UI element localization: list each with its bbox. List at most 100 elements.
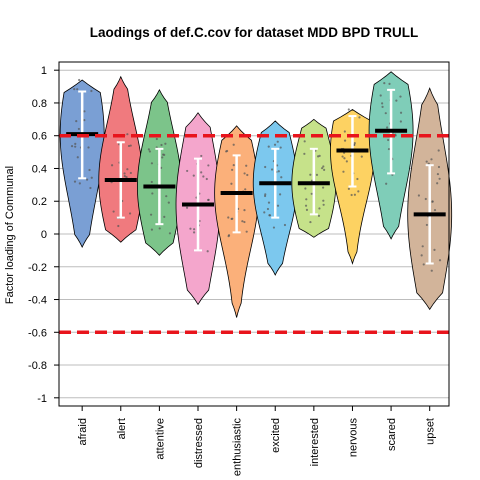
data-point <box>78 182 81 185</box>
data-point <box>263 211 266 214</box>
data-point <box>90 89 93 93</box>
data-point <box>268 214 272 217</box>
data-point <box>383 82 386 85</box>
y-tick-label: -0.8 <box>28 360 47 372</box>
data-point <box>430 269 433 272</box>
data-point <box>264 193 267 196</box>
data-point <box>231 168 234 171</box>
data-point <box>322 186 325 189</box>
threshold-lines <box>59 133 449 335</box>
data-point <box>395 99 398 102</box>
data-point <box>425 160 428 163</box>
data-point <box>388 82 391 85</box>
data-point <box>276 164 279 167</box>
violin-attentive <box>137 88 182 256</box>
data-point <box>436 182 439 185</box>
data-point <box>193 228 196 231</box>
data-point <box>83 110 86 113</box>
data-point <box>117 224 120 228</box>
data-point <box>168 232 172 235</box>
y-axis-label: Factor loading of Communal <box>4 166 16 304</box>
data-point <box>353 141 356 145</box>
x-tick-label: nervous <box>347 418 359 458</box>
y-tick-label: 0.8 <box>32 98 47 110</box>
x-tick-label: scared <box>386 418 398 451</box>
y-tick-label: -0.6 <box>28 327 47 339</box>
data-point <box>277 170 280 173</box>
data-point <box>425 223 428 227</box>
data-point <box>424 197 427 201</box>
data-point <box>164 142 167 145</box>
data-point <box>150 180 153 184</box>
data-point <box>387 147 391 151</box>
data-point <box>85 178 89 181</box>
data-point <box>75 120 78 123</box>
data-point <box>77 127 81 131</box>
data-point <box>227 216 230 219</box>
data-point <box>438 177 441 180</box>
data-point <box>360 155 363 158</box>
data-point <box>189 227 192 230</box>
data-point <box>381 102 384 105</box>
data-point <box>148 150 151 153</box>
data-point <box>150 162 154 165</box>
data-point <box>272 226 276 229</box>
x-tick-label: interested <box>309 418 321 466</box>
data-point <box>303 152 306 155</box>
data-point <box>87 146 90 149</box>
data-point <box>421 245 424 248</box>
violins <box>59 71 453 318</box>
data-point <box>110 164 114 167</box>
data-point <box>266 207 270 211</box>
data-point <box>347 108 350 111</box>
data-point <box>437 149 440 152</box>
data-point <box>125 176 128 179</box>
data-point <box>112 210 115 213</box>
data-point <box>200 154 203 158</box>
data-point <box>128 212 132 215</box>
data-point <box>399 120 402 123</box>
data-point <box>433 208 437 212</box>
data-point <box>436 172 440 176</box>
data-point <box>347 187 350 190</box>
data-point <box>90 176 93 179</box>
data-point <box>399 111 403 114</box>
violin-excited <box>252 120 298 276</box>
data-point <box>315 173 319 176</box>
data-point <box>244 188 247 191</box>
data-point <box>280 176 283 179</box>
data-point <box>345 160 348 163</box>
data-point <box>356 177 359 181</box>
data-point <box>73 88 76 91</box>
data-point <box>385 182 388 185</box>
violin-nervous <box>330 108 375 265</box>
data-point <box>73 180 77 183</box>
violin-scared <box>368 71 414 240</box>
data-point <box>227 234 231 237</box>
data-point <box>342 170 345 173</box>
data-point <box>76 156 79 159</box>
data-point <box>264 165 267 169</box>
data-point <box>192 231 196 234</box>
data-point <box>379 94 382 97</box>
data-point <box>357 190 360 193</box>
data-point <box>437 165 441 169</box>
data-point <box>384 112 387 115</box>
data-point <box>353 143 356 146</box>
data-point <box>165 195 168 198</box>
violin-upset <box>407 87 453 311</box>
data-point <box>438 259 442 262</box>
data-point <box>123 174 126 178</box>
data-point <box>305 198 308 201</box>
data-point <box>245 164 248 167</box>
data-point <box>185 206 189 209</box>
x-tick-label: alert <box>116 418 128 439</box>
data-point <box>245 230 248 233</box>
data-point <box>273 143 277 146</box>
data-point <box>158 227 161 230</box>
data-point <box>304 187 307 190</box>
data-point <box>200 171 203 174</box>
data-point <box>267 145 270 148</box>
data-point <box>422 263 425 266</box>
